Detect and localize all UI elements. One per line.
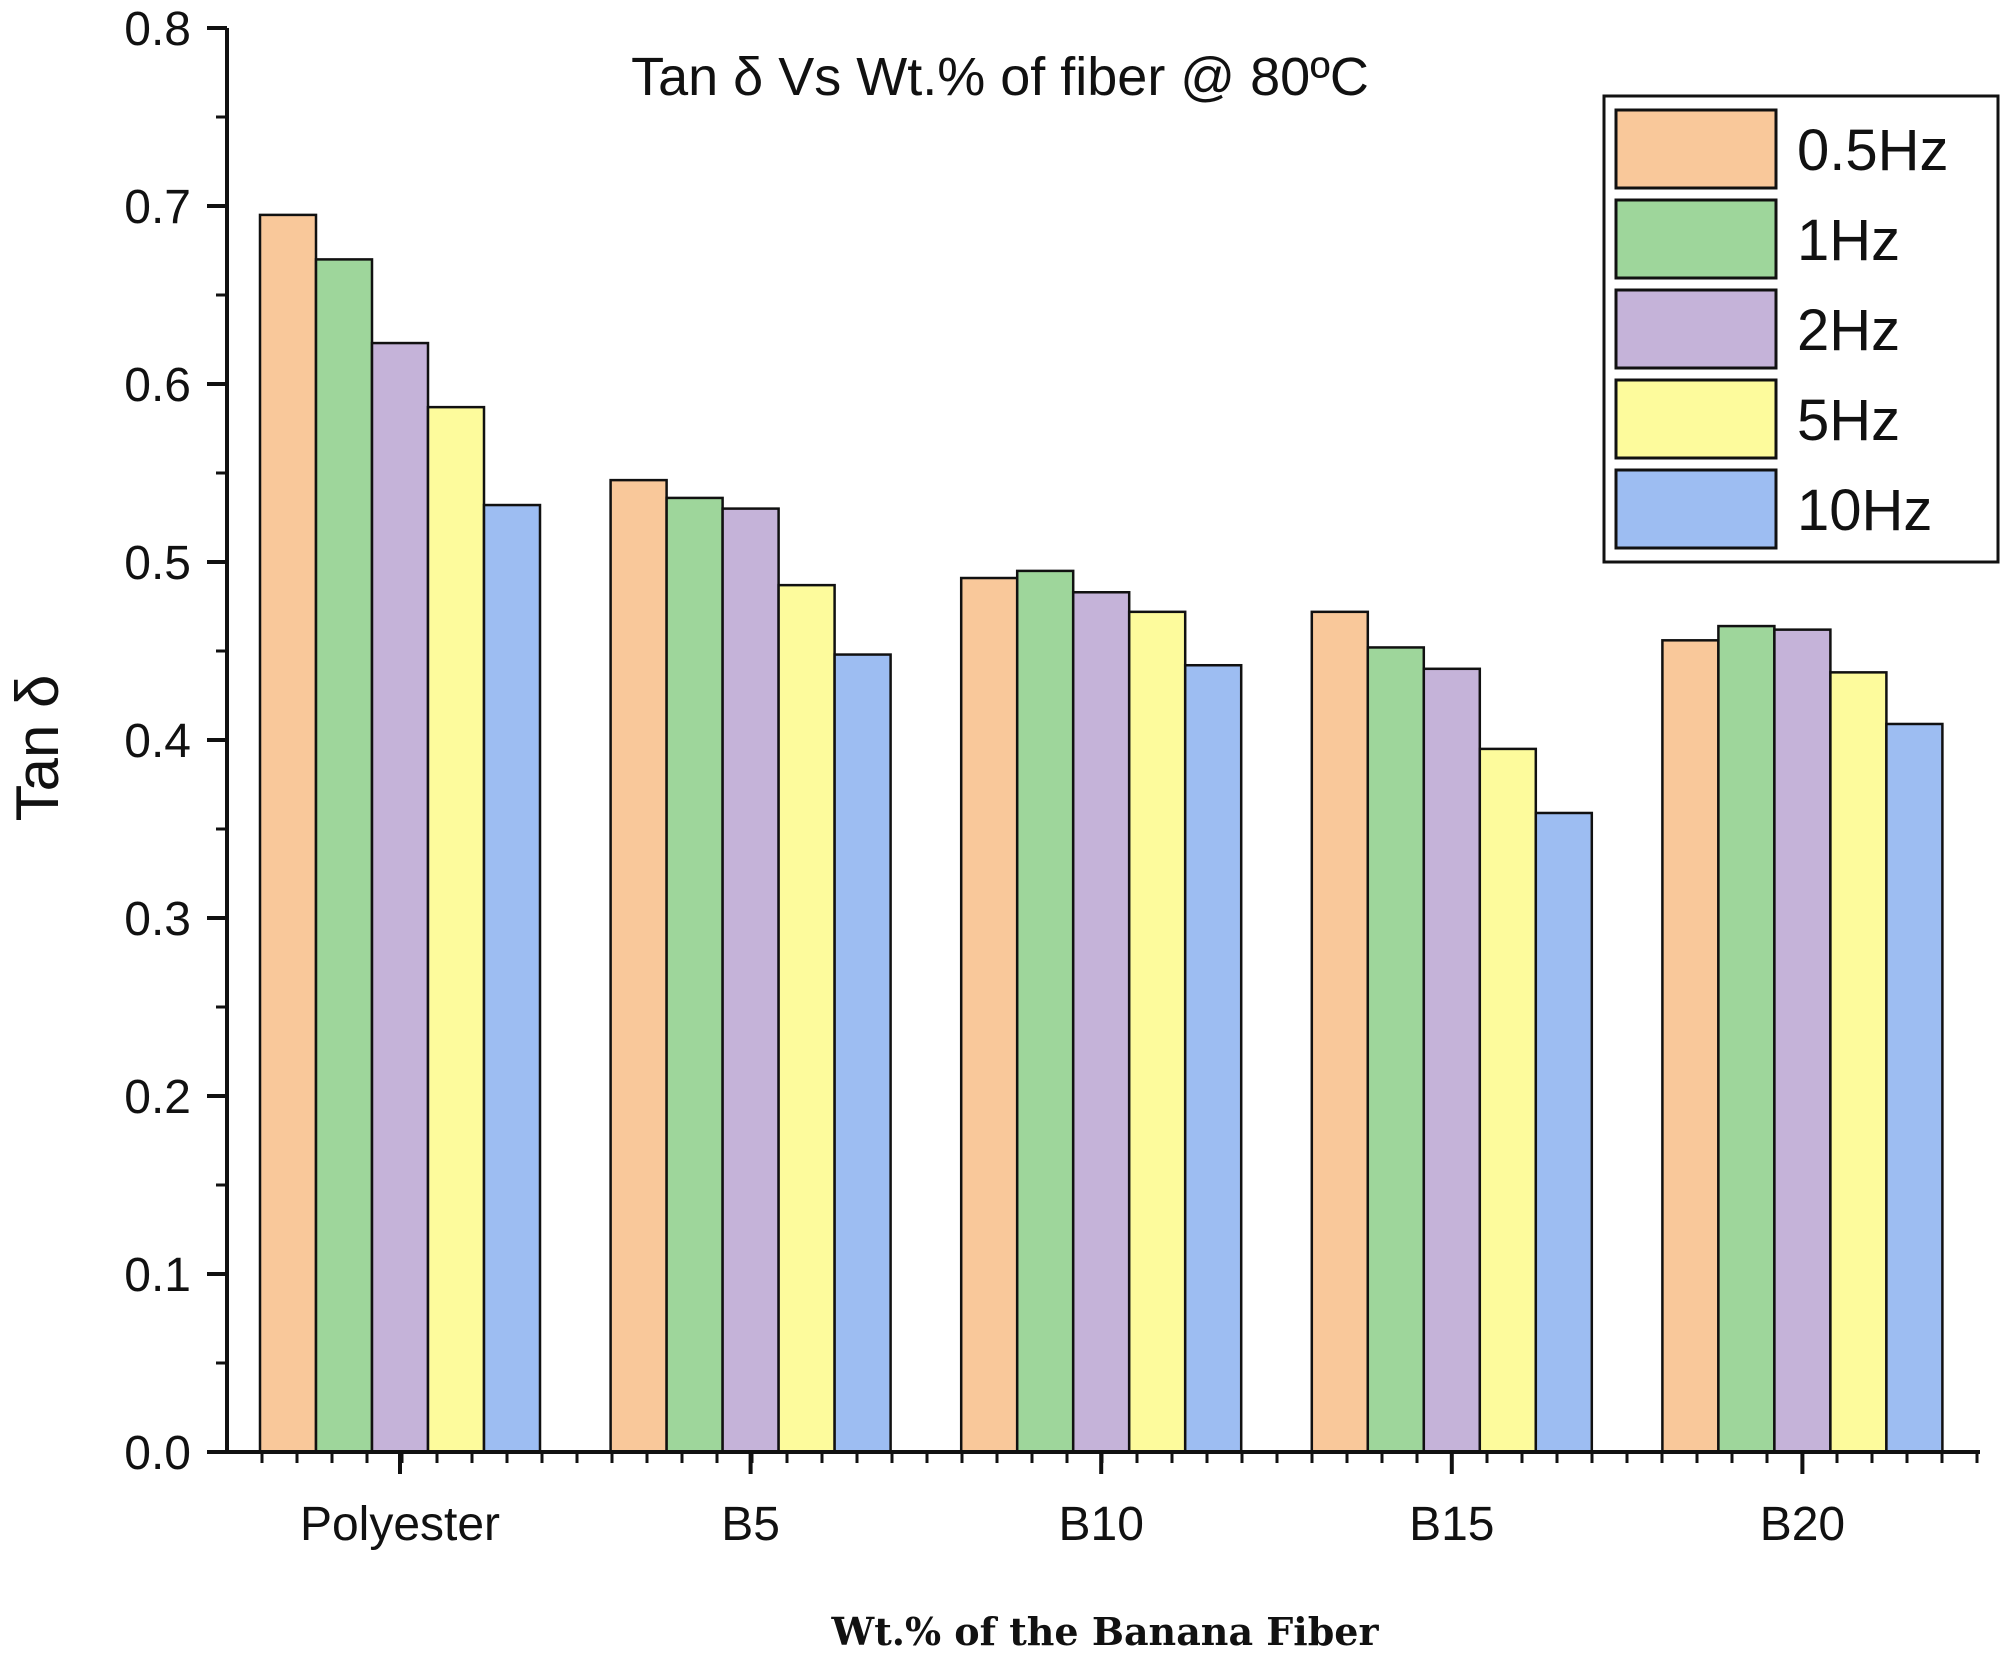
bar: [1183, 663, 1243, 1454]
legend-swatch: [1614, 288, 1778, 370]
bar: [609, 478, 668, 1454]
y-tick-label: 0.1: [124, 1249, 191, 1302]
legend-swatch: [1614, 108, 1778, 190]
legend-label: 1Hz: [1797, 208, 1900, 273]
bar: [1071, 591, 1131, 1454]
bar: [258, 213, 318, 1454]
y-tick-label: 0.4: [124, 715, 191, 768]
x-tick-label: B20: [1760, 1498, 1845, 1551]
y-axis-title: Tan δ: [4, 675, 71, 822]
bar: [482, 503, 542, 1454]
bar: [1478, 747, 1538, 1454]
bars: [258, 213, 1944, 1454]
y-tick-label: 0.6: [124, 359, 191, 412]
legend-swatch: [1614, 198, 1778, 280]
bar: [1422, 667, 1482, 1454]
bar: [1773, 628, 1832, 1454]
legend: 0.5Hz 1Hz 2Hz 5Hz 10Hz: [1602, 94, 2000, 564]
y-tick-label: 0.5: [124, 537, 191, 590]
legend-swatch: [1614, 468, 1778, 550]
bar: [1661, 639, 1720, 1454]
y-ticks: 0.0 0.1 0.2 0.3 0.4 0.5 0.6 0.7 0.8: [124, 3, 227, 1480]
bar: [1717, 624, 1776, 1454]
bar: [833, 653, 892, 1454]
x-axis-title: Wt.% of the Banana Fiber: [831, 1609, 1380, 1654]
y-tick-label: 0.3: [124, 893, 191, 946]
bar: [1015, 569, 1075, 1454]
chart-title: Tan δ Vs Wt.% of fiber @ 80ºC: [631, 47, 1369, 107]
bar: [314, 258, 374, 1454]
bar: [1310, 610, 1370, 1454]
x-tick-label: Polyester: [300, 1498, 500, 1551]
x-ticks: Polyester B5 B10 B15 B20: [260, 1452, 1979, 1551]
x-tick-label: B5: [721, 1498, 780, 1551]
legend-swatch: [1614, 378, 1778, 460]
bar: [721, 507, 780, 1454]
x-tick-label: B10: [1058, 1498, 1143, 1551]
bar: [1127, 610, 1187, 1454]
bar: [370, 341, 430, 1454]
bar: [777, 583, 836, 1454]
bar: [1534, 811, 1594, 1454]
y-tick-label: 0.0: [124, 1427, 191, 1480]
legend-label: 0.5Hz: [1797, 118, 1949, 183]
y-tick-label: 0.2: [124, 1071, 191, 1124]
bar: [426, 405, 486, 1454]
bar: [1366, 646, 1426, 1454]
x-tick-label: B15: [1409, 1498, 1494, 1551]
bar: [959, 576, 1019, 1454]
y-tick-label: 0.7: [124, 181, 191, 234]
bar: [1829, 671, 1888, 1454]
legend-label: 10Hz: [1797, 478, 1932, 543]
bar: [1885, 722, 1944, 1454]
legend-label: 5Hz: [1797, 388, 1900, 453]
bar: [665, 496, 724, 1454]
y-tick-label: 0.8: [124, 3, 191, 56]
legend-label: 2Hz: [1797, 298, 1900, 363]
